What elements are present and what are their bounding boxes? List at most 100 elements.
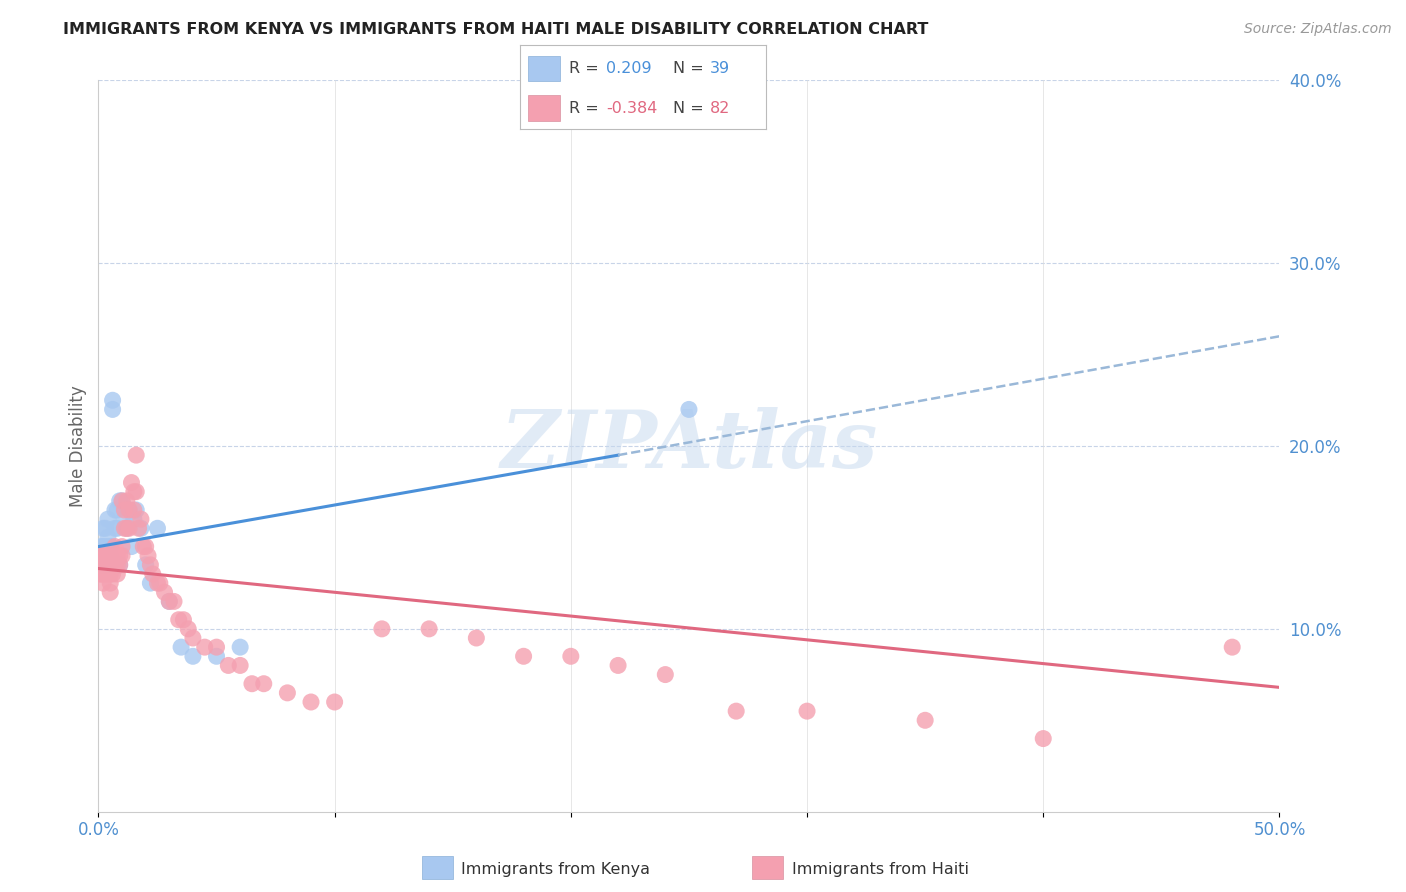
Text: Immigrants from Haiti: Immigrants from Haiti — [792, 863, 969, 877]
Point — [97, 512, 120, 526]
Point — [418, 622, 440, 636]
Point — [97, 530, 120, 544]
Text: -0.384: -0.384 — [606, 101, 658, 116]
Point — [91, 549, 114, 563]
Point — [253, 676, 276, 690]
Point — [97, 558, 120, 572]
Point — [121, 475, 143, 490]
Point — [465, 631, 488, 645]
Point — [111, 549, 134, 563]
Point — [104, 540, 127, 554]
Point — [128, 521, 150, 535]
Point — [181, 649, 204, 664]
Point — [98, 567, 121, 582]
Point — [91, 521, 114, 535]
Point — [678, 402, 700, 417]
Point — [94, 558, 117, 572]
Text: N =: N = — [672, 101, 709, 116]
Point — [796, 704, 818, 718]
Point — [105, 549, 128, 563]
Point — [142, 567, 165, 582]
Point — [105, 567, 128, 582]
Text: Source: ZipAtlas.com: Source: ZipAtlas.com — [1244, 22, 1392, 37]
Point — [118, 503, 141, 517]
Point — [94, 567, 117, 582]
Point — [98, 576, 121, 591]
Point — [98, 549, 121, 563]
Point — [125, 448, 148, 462]
Point — [97, 549, 120, 563]
Point — [98, 585, 121, 599]
Point — [90, 558, 112, 572]
Point — [153, 585, 176, 599]
Text: Immigrants from Kenya: Immigrants from Kenya — [461, 863, 650, 877]
Point — [132, 540, 155, 554]
Point — [115, 493, 138, 508]
Point — [101, 567, 124, 582]
Point — [181, 631, 204, 645]
Point — [129, 521, 152, 535]
Point — [149, 576, 172, 591]
Point — [122, 503, 145, 517]
Text: R =: R = — [569, 101, 605, 116]
Text: ZIPAtlas: ZIPAtlas — [501, 408, 877, 484]
Point — [194, 640, 217, 655]
Point — [135, 540, 157, 554]
Point — [135, 558, 157, 572]
Point — [914, 714, 936, 728]
Point — [108, 558, 131, 572]
Point — [121, 540, 143, 554]
Point — [118, 521, 141, 535]
Point — [371, 622, 394, 636]
Point — [157, 594, 180, 608]
Point — [91, 576, 114, 591]
Point — [105, 503, 128, 517]
Point — [98, 540, 121, 554]
Point — [146, 521, 169, 535]
Point — [91, 558, 114, 572]
Point — [94, 558, 117, 572]
Point — [167, 613, 190, 627]
Point — [607, 658, 630, 673]
Point — [111, 493, 134, 508]
Point — [98, 558, 121, 572]
Point — [122, 512, 145, 526]
Point — [112, 521, 135, 535]
Point — [105, 558, 128, 572]
Point — [125, 484, 148, 499]
Point — [170, 640, 193, 655]
Point — [512, 649, 534, 664]
Point — [104, 503, 127, 517]
Point — [240, 676, 263, 690]
Point — [560, 649, 582, 664]
Point — [217, 658, 239, 673]
Point — [91, 558, 114, 572]
Text: 39: 39 — [710, 61, 730, 76]
Point — [91, 567, 114, 582]
Point — [90, 567, 112, 582]
Point — [97, 558, 120, 572]
Point — [125, 503, 148, 517]
Point — [94, 521, 117, 535]
Point — [108, 549, 131, 563]
Point — [108, 493, 131, 508]
Point — [172, 613, 194, 627]
Point — [104, 521, 127, 535]
Point — [136, 549, 159, 563]
Point — [112, 512, 135, 526]
Point — [101, 558, 124, 572]
Point — [177, 622, 200, 636]
Point — [129, 512, 152, 526]
Point — [101, 393, 124, 408]
Point — [229, 658, 252, 673]
Point — [111, 493, 134, 508]
Point — [94, 549, 117, 563]
Point — [90, 549, 112, 563]
Point — [139, 558, 162, 572]
Point — [104, 558, 127, 572]
Point — [1220, 640, 1243, 655]
Point — [97, 567, 120, 582]
Point — [205, 640, 228, 655]
Point — [276, 686, 298, 700]
Point — [146, 576, 169, 591]
